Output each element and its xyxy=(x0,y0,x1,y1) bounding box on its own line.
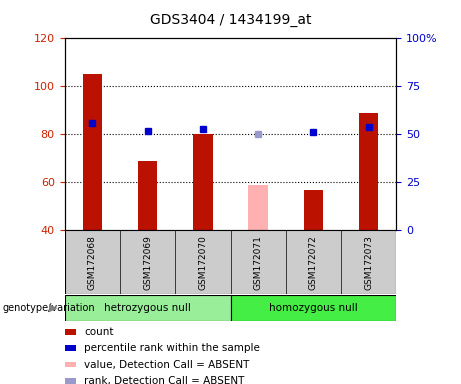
Bar xyxy=(65,329,77,334)
Text: GSM172071: GSM172071 xyxy=(254,235,263,290)
Bar xyxy=(248,185,268,230)
Text: hetrozygous null: hetrozygous null xyxy=(104,303,191,313)
Text: value, Detection Call = ABSENT: value, Detection Call = ABSENT xyxy=(84,359,249,369)
Bar xyxy=(65,362,77,367)
Text: GSM172069: GSM172069 xyxy=(143,235,152,290)
Text: GDS3404 / 1434199_at: GDS3404 / 1434199_at xyxy=(150,13,311,27)
Bar xyxy=(230,295,396,321)
Text: GSM172073: GSM172073 xyxy=(364,235,373,290)
Bar xyxy=(65,345,77,351)
Text: GSM172072: GSM172072 xyxy=(309,235,318,290)
Text: count: count xyxy=(84,327,113,337)
Bar xyxy=(65,378,77,384)
Text: percentile rank within the sample: percentile rank within the sample xyxy=(84,343,260,353)
Bar xyxy=(304,190,323,230)
Text: homozygous null: homozygous null xyxy=(269,303,358,313)
Text: rank, Detection Call = ABSENT: rank, Detection Call = ABSENT xyxy=(84,376,244,384)
Text: GSM172068: GSM172068 xyxy=(88,235,97,290)
Bar xyxy=(138,161,157,230)
Text: genotype/variation: genotype/variation xyxy=(2,303,95,313)
Bar xyxy=(65,295,230,321)
Text: GSM172070: GSM172070 xyxy=(198,235,207,290)
Bar xyxy=(193,134,213,230)
Text: ▶: ▶ xyxy=(49,303,57,313)
Bar xyxy=(359,113,378,230)
Bar xyxy=(83,74,102,230)
